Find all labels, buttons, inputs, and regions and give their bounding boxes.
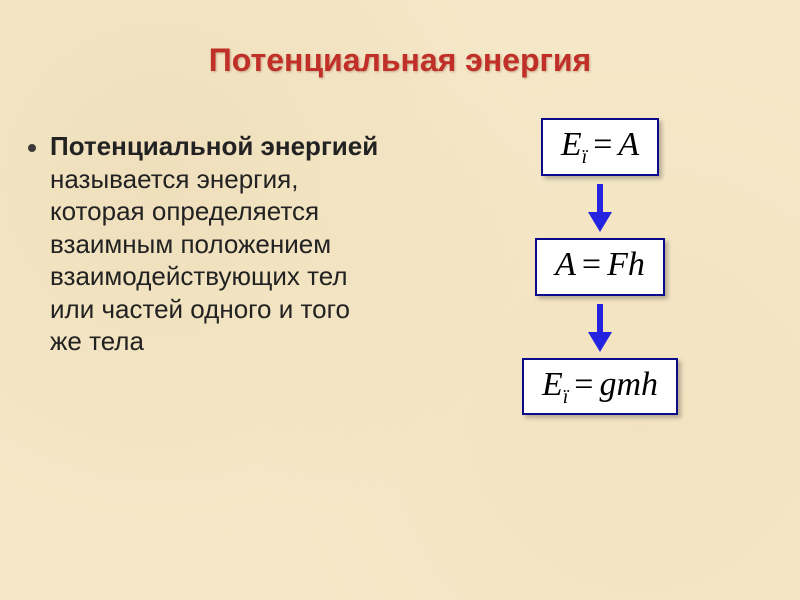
definition-block: Потенциальной энергией называется энерги…: [28, 130, 388, 358]
arrow-2: [430, 304, 770, 352]
slide-title: Потенциальная энергия: [0, 42, 800, 79]
formula-3-rhs: gmh: [599, 366, 658, 403]
definition-bold: Потенциальной энергией: [50, 131, 378, 161]
equals-sign: =: [576, 246, 607, 283]
arrow-down-icon: [588, 184, 612, 232]
formula-box-3: Eï=gmh: [522, 358, 678, 416]
arrow-1: [430, 184, 770, 232]
equals-sign: =: [587, 126, 618, 163]
definition-text: Потенциальной энергией называется энерги…: [50, 130, 388, 358]
formula-3-lhs-symbol: E: [542, 366, 563, 403]
formula-2-rhs: Fh: [607, 246, 645, 283]
equals-sign: =: [568, 366, 599, 403]
bullet-icon: [28, 144, 36, 152]
formula-1-rhs: A: [618, 126, 639, 163]
formula-box-1: Eï=A: [541, 118, 659, 176]
formula-2-lhs-symbol: A: [555, 246, 576, 283]
definition-rest: называется энергия, которая определяется…: [50, 164, 350, 357]
arrow-down-icon: [588, 304, 612, 352]
formula-flow-diagram: Eï=A A=Fh Eï=gmh: [430, 118, 770, 415]
definition-bullet-row: Потенциальной энергией называется энерги…: [28, 130, 388, 358]
formula-box-2: A=Fh: [535, 238, 665, 296]
formula-1-lhs-symbol: E: [561, 126, 582, 163]
